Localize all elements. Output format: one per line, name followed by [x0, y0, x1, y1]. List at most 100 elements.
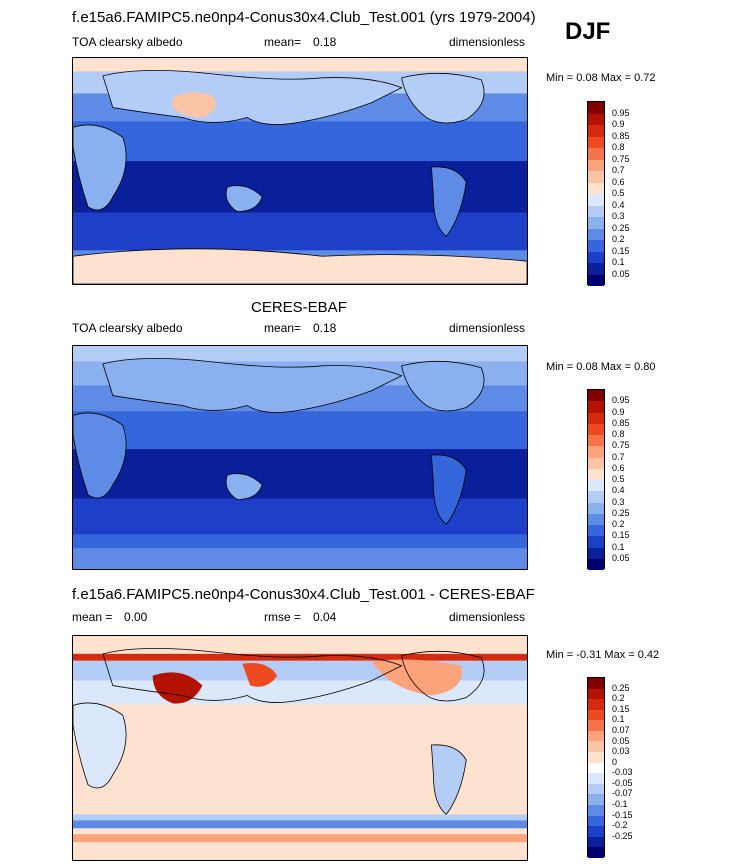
- season-label: DJF: [565, 18, 611, 45]
- colorbar-swatch: [588, 699, 604, 710]
- colorbar-swatch: [588, 720, 604, 731]
- colorbar-tick-label: 0.85: [612, 417, 630, 428]
- panel-1-min-label: Min =: [546, 72, 574, 84]
- colorbar-tick-label: 0.05: [612, 268, 630, 279]
- colorbar-tick-label: 0.9: [612, 119, 625, 129]
- panel-3-min-label: Min =: [546, 649, 574, 661]
- panel-3-max-value: 0.42: [637, 649, 660, 661]
- colorbar-swatch: [588, 457, 604, 469]
- colorbar-tick-label: 0.07: [612, 724, 630, 735]
- panel-1-max-value: 0.72: [634, 72, 656, 84]
- colorbar-swatch: [588, 205, 604, 217]
- colorbar-swatch: [588, 741, 604, 753]
- colorbar-tick-label: 0.75: [612, 153, 630, 164]
- panel-3-title: f.e15a6.FAMIPC5.ne0np4-Conus30x4.Club_Te…: [72, 586, 535, 603]
- colorbar-swatch: [588, 752, 604, 763]
- colorbar-tick-label: 0.03: [612, 746, 630, 757]
- colorbar-tick-label: 0.8: [612, 142, 625, 152]
- colorbar-swatch: [588, 773, 604, 784]
- colorbar-swatch: [588, 826, 604, 837]
- colorbar-tick-label: 0.3: [612, 496, 625, 507]
- colorbar-tick-label: 0.6: [612, 176, 625, 187]
- colorbar-swatch: [588, 263, 604, 275]
- panel-3-mean-value: 0.00: [124, 610, 148, 624]
- panel-1-mean-label: mean=: [264, 35, 302, 49]
- colorbar-tick-label: 0.4: [612, 199, 625, 210]
- colorbar-tick-label: 0.25: [612, 682, 630, 693]
- colorbar-tick-label: 0.05: [612, 735, 630, 746]
- colorbar-swatch: [588, 762, 604, 774]
- colorbar-swatch: [588, 815, 604, 827]
- colorbar-tick-label: -0.25: [612, 830, 633, 841]
- colorbar-swatch: [588, 836, 604, 848]
- panel-2-units: dimensionless: [449, 321, 526, 335]
- colorbar-tick-label: 0.5: [612, 188, 625, 198]
- colorbar-tick-label: -0.03: [612, 767, 633, 778]
- panel-3-rmse-value: 0.04: [313, 610, 337, 624]
- colorbar-swatch: [588, 558, 604, 570]
- colorbar-swatch: [588, 102, 604, 114]
- panel-1-units: dimensionless: [449, 35, 526, 49]
- panel-1-variable-label: TOA clearsky albedo: [72, 35, 183, 49]
- colorbar-swatch: [588, 136, 604, 148]
- colorbar-swatch: [588, 709, 604, 721]
- colorbar-swatch: [588, 804, 604, 816]
- panel-3-rmse-label: rmse =: [264, 610, 302, 624]
- panel-3-colorbar: [587, 677, 605, 858]
- colorbar-swatch: [588, 783, 604, 795]
- colorbar-swatch: [588, 125, 604, 137]
- colorbar-tick-label: 0.9: [612, 406, 625, 417]
- colorbar-swatch: [588, 502, 604, 514]
- colorbar-tick-label: 0.6: [612, 462, 625, 473]
- colorbar-swatch: [588, 401, 604, 413]
- colorbar-swatch: [588, 847, 604, 858]
- colorbar-tick-label: -0.1: [612, 799, 628, 810]
- colorbar-tick-label: 0.25: [612, 507, 630, 518]
- colorbar-swatch: [588, 182, 604, 194]
- colorbar-swatch: [588, 113, 604, 125]
- colorbar-tick-label: 0.7: [612, 451, 625, 462]
- colorbar-tick-label: 0.15: [612, 703, 630, 714]
- colorbar-swatch: [588, 468, 604, 480]
- colorbar-swatch: [588, 159, 604, 171]
- panel-1-min-value: 0.08: [576, 72, 598, 84]
- panel-2-mean-label: mean=: [264, 321, 302, 335]
- colorbar-swatch: [588, 730, 604, 742]
- colorbar-swatch: [588, 217, 604, 229]
- colorbar-swatch: [588, 251, 604, 263]
- panel-2-minmax: Min = 0.08 Max = 0.80: [546, 361, 656, 373]
- colorbar-swatch: [588, 228, 604, 240]
- colorbar-swatch: [588, 536, 604, 548]
- panel-3-max-label: Max =: [604, 649, 635, 661]
- colorbar-tick-label: 0.1: [612, 257, 625, 267]
- colorbar-tick-label: 0.95: [612, 107, 630, 118]
- panel-1-map-svg: [73, 58, 527, 284]
- colorbar-tick-label: 0.1: [612, 714, 625, 725]
- colorbar-tick-label: 0.15: [612, 530, 630, 541]
- colorbar-swatch: [588, 274, 604, 286]
- colorbar-tick-label: 0.5: [612, 474, 625, 484]
- colorbar-tick-label: -0.05: [612, 777, 633, 788]
- panel-2-min-value: 0.08: [576, 361, 598, 373]
- panel-1-colorbar: [587, 101, 605, 286]
- panel-2-max-value: 0.80: [634, 361, 656, 373]
- colorbar-tick-label: 0.3: [612, 211, 625, 221]
- colorbar-swatch: [588, 446, 604, 458]
- panel-3-minmax: Min = -0.31 Max = 0.42: [546, 649, 659, 661]
- colorbar-tick-label: 0.05: [612, 552, 630, 563]
- panel-2-map-svg: [73, 346, 527, 569]
- panel-3-mean-label: mean =: [72, 610, 113, 624]
- panel-2-max-label: Max =: [600, 361, 632, 373]
- colorbar-swatch: [588, 171, 604, 183]
- colorbar-tick-label: 0.4: [612, 485, 625, 496]
- panel-3-map-svg: [73, 636, 527, 860]
- colorbar-tick-label: 0.75: [612, 440, 630, 451]
- colorbar-swatch: [588, 688, 604, 700]
- colorbar-tick-label: -0.2: [612, 820, 628, 831]
- panel-1-max-label: Max =: [600, 72, 632, 84]
- panel-3-units: dimensionless: [449, 610, 526, 624]
- colorbar-tick-label: 0.2: [612, 693, 625, 704]
- colorbar-tick-label: -0.07: [612, 788, 633, 799]
- panel-3-min-value: -0.31: [576, 649, 602, 661]
- colorbar-swatch: [588, 423, 604, 435]
